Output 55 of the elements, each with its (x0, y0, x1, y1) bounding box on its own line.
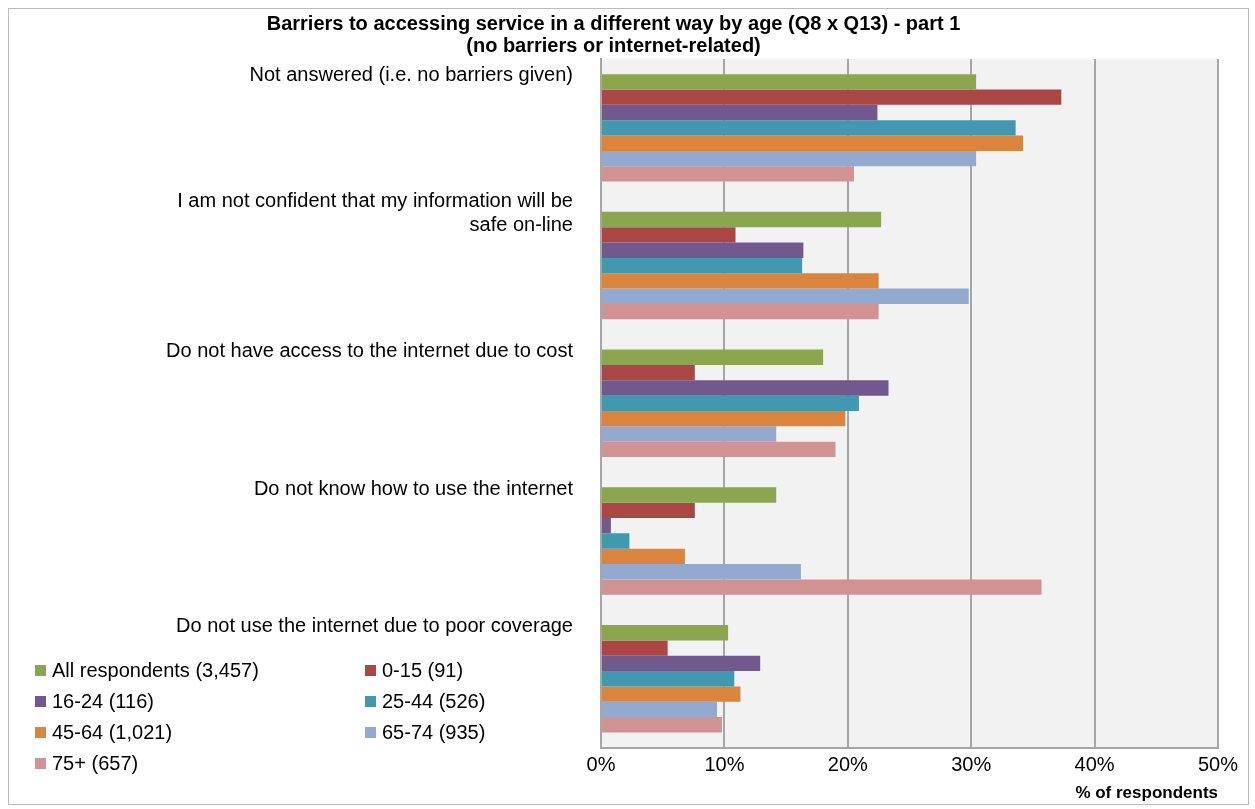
bar (602, 211, 882, 228)
bar (602, 120, 1016, 136)
legend-label: 0-15 (91) (382, 659, 464, 682)
bar (602, 349, 824, 365)
x-tick-label: 50% (1197, 753, 1239, 776)
bar (602, 671, 735, 687)
bar (602, 518, 611, 534)
bar (602, 242, 804, 258)
bar (602, 655, 761, 672)
legend-label: All respondents (3,457) (52, 659, 259, 682)
x-tick-label: 40% (1074, 753, 1115, 776)
legend-label: 65-74 (935) (382, 721, 486, 744)
bar (602, 701, 717, 718)
bar (602, 395, 859, 411)
bar (602, 303, 879, 320)
bar (602, 717, 722, 733)
x-tick-label: 20% (827, 753, 869, 776)
bar (602, 380, 889, 396)
bar (602, 625, 729, 641)
y-tick-label: I am not confident that my information will be safe on-line (177, 189, 573, 236)
bar (602, 288, 969, 304)
chart-title: Barriers to accessing service in a different way by age (Q8 x Q13) - part 1 (no barriers or internet-related) (266, 11, 961, 56)
x-tick-label: 0% (586, 753, 616, 776)
bar (602, 533, 630, 549)
bar (602, 564, 801, 580)
bar (602, 426, 777, 442)
bar (602, 273, 879, 289)
bar (602, 135, 1024, 151)
y-tick-label: Do not have access to the internet due to cost (166, 338, 574, 361)
x-tick-label: 10% (704, 753, 745, 776)
x-tick-label: 30% (951, 753, 992, 776)
bar (602, 487, 777, 503)
legend-label: 25-44 (526) (382, 690, 486, 713)
legend-label: 16-24 (116) (52, 690, 154, 713)
bar (602, 579, 1042, 595)
bar (602, 364, 695, 381)
y-tick-label: Not answered (i.e. no barriers given) (249, 63, 573, 86)
bar (602, 502, 695, 518)
bar (602, 548, 685, 565)
bar (602, 257, 803, 274)
bar (602, 74, 977, 90)
bar (602, 686, 741, 702)
y-tick-label: Do not know how to use the internet (253, 476, 574, 499)
bar (602, 227, 736, 243)
bar (602, 166, 854, 182)
legend-label: 75+ (657) (52, 752, 139, 775)
bar (602, 104, 878, 121)
legend-label: 45-64 (1,021) (52, 721, 173, 744)
bar (602, 441, 836, 458)
bar (602, 89, 1062, 105)
x-axis-title: % of respondents (1075, 783, 1218, 803)
bar (602, 640, 668, 656)
bar (602, 150, 977, 167)
y-tick-label: Do not use the internet due to poor coverage (176, 614, 573, 637)
bar (602, 410, 846, 427)
